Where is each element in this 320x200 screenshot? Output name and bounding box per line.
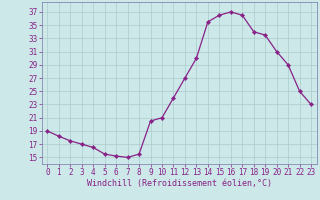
X-axis label: Windchill (Refroidissement éolien,°C): Windchill (Refroidissement éolien,°C) <box>87 179 272 188</box>
